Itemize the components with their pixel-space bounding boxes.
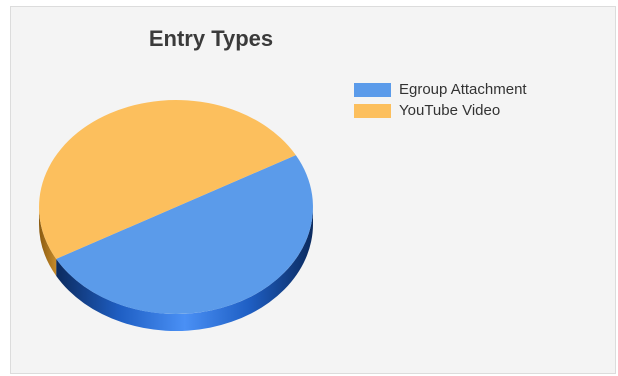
legend-label-egroup-attachment: Egroup Attachment	[399, 81, 527, 98]
pie-side-youtube-video	[39, 207, 57, 276]
legend-item-youtube-video[interactable]: YouTube Video	[354, 100, 527, 121]
chart-legend: Egroup Attachment YouTube Video	[354, 79, 527, 121]
legend-item-egroup-attachment[interactable]: Egroup Attachment	[354, 79, 527, 100]
pie-chart	[39, 100, 314, 331]
pie-slice-egroup-attachment[interactable]	[56, 155, 313, 314]
legend-swatch-egroup-attachment	[354, 82, 391, 97]
pie-slice-youtube-video[interactable]	[39, 100, 296, 259]
chart-title: Entry Types	[148, 26, 274, 51]
pie-side-egroup-attachment	[56, 207, 314, 331]
legend-swatch-youtube-video	[354, 103, 391, 118]
chart-panel: Entry Types Egroup Attachment YouTube Vi…	[10, 6, 616, 374]
legend-label-youtube-video: YouTube Video	[399, 102, 501, 119]
